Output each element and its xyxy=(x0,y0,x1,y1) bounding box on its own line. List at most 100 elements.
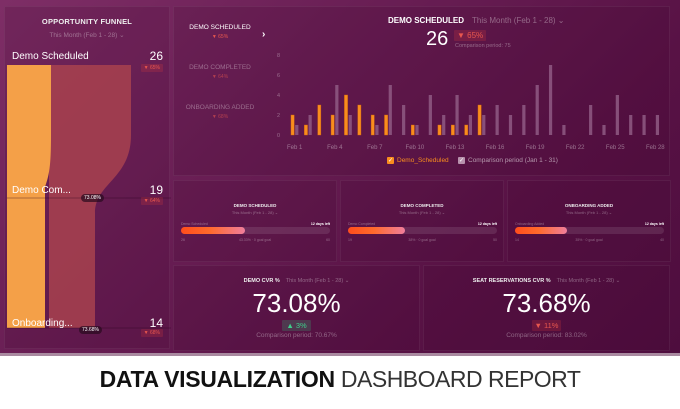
chart-title: DEMO SCHEDULED xyxy=(388,16,465,25)
chart-total-value: 26 xyxy=(426,28,449,50)
goal-status: 35% · 0 goal goal xyxy=(575,238,603,242)
goal-progress-bar xyxy=(515,227,664,234)
funnel-stage-value: 14 xyxy=(149,316,163,330)
bar-comparison xyxy=(642,115,646,135)
legend-item-comparison[interactable]: ✓ Comparison period (Jan 1 - 31) xyxy=(458,157,558,164)
bar-comparison xyxy=(522,105,526,135)
bar-comparison xyxy=(415,125,419,135)
goal-target: 40 xyxy=(660,238,664,242)
checkbox-checked-icon: ✓ xyxy=(387,157,394,164)
goal-name: Onboarding Added xyxy=(515,222,545,226)
metric-selector-onboarding-added[interactable]: ONBOARDING ADDED ▼ 68% xyxy=(180,104,260,120)
goal-days-left: 12 days left xyxy=(644,222,664,226)
date-range-dropdown[interactable]: This Month (Feb 1 - 28) ⌄ xyxy=(231,210,279,215)
goal-target: 50 xyxy=(493,238,497,242)
goal-days-left: 12 days left xyxy=(477,222,497,226)
goal-title: DEMO SCHEDULED xyxy=(233,203,277,208)
funnel-conversion-rate: 73.08% xyxy=(81,194,104,202)
goal-panel-onboarding-added: ONBOARDING ADDED This Month (Feb 1 - 28)… xyxy=(507,180,671,262)
funnel-stage-value: 26 xyxy=(149,49,163,63)
bar-comparison xyxy=(468,115,473,135)
date-range-dropdown[interactable]: This Month (Feb 1 - 28) ⌄ xyxy=(398,210,446,215)
x-tick-label: Feb 13 xyxy=(446,145,465,151)
goal-title: ONBOARDING ADDED xyxy=(564,203,614,208)
bar-comparison xyxy=(589,105,593,135)
date-range-dropdown[interactable]: This Month (Feb 1 - 28) ⌄ xyxy=(472,16,565,25)
bar-comparison xyxy=(455,95,459,135)
kpi-title: DEMO CVR % xyxy=(243,278,280,284)
bar-comparison xyxy=(602,125,606,135)
bar-demo-scheduled xyxy=(410,124,415,136)
bar-demo-scheduled xyxy=(290,114,295,136)
bar-comparison xyxy=(562,125,566,135)
kpi-panel-seat-reservations-cvr: SEAT RESERVATIONS CVR % This Month (Feb 1… xyxy=(423,265,670,351)
x-tick-label: Feb 22 xyxy=(566,145,585,151)
y-tick-label: 2 xyxy=(277,113,280,119)
metric-label: ONBOARDING ADDED xyxy=(185,104,255,111)
bar-comparison xyxy=(442,115,446,135)
legend-label: Demo_Scheduled xyxy=(397,157,449,164)
bar-demo-scheduled xyxy=(370,114,375,136)
goal-title: DEMO COMPLETED xyxy=(400,203,444,208)
bar-chart: 0 2 4 6 8 Feb 1 Feb 4 Feb 7 Feb 10 Feb 13 Feb 16 Fe… xyxy=(277,53,665,151)
funnel-title: OPPORTUNITY FUNNEL xyxy=(41,17,133,26)
chart-change-badge: ▼ 65% xyxy=(454,30,487,41)
funnel-stage-label: Onboarding... xyxy=(12,318,73,329)
goal-progress-fill xyxy=(515,227,568,234)
goal-status: 43.33% · 0 goal goal xyxy=(238,238,272,242)
metric-change: ▼ 68% xyxy=(211,114,229,120)
bar-comparison xyxy=(482,115,486,135)
bar-comparison xyxy=(495,105,499,135)
x-tick-label: Feb 7 xyxy=(367,145,383,151)
date-range-dropdown[interactable]: This Month (Feb 1 - 28) ⌄ xyxy=(556,278,621,284)
bar-demo-scheduled xyxy=(384,114,388,136)
dashboard: OPPORTUNITY FUNNEL This Month (Feb 1 - 2… xyxy=(0,0,680,356)
opportunity-funnel-panel: OPPORTUNITY FUNNEL This Month (Feb 1 - 2… xyxy=(4,6,171,349)
y-tick-label: 8 xyxy=(277,53,280,59)
kpi-panel-demo-cvr: DEMO CVR % This Month (Feb 1 - 28) ⌄ 73.0… xyxy=(173,265,420,351)
bar-comparison xyxy=(615,95,619,135)
bar-comparison xyxy=(388,85,392,135)
funnel-stage-value: 19 xyxy=(149,183,163,197)
bar-demo-scheduled xyxy=(317,104,322,136)
date-range-dropdown[interactable]: This Month (Feb 1 - 28) ⌄ xyxy=(49,32,125,39)
y-tick-label: 4 xyxy=(277,93,280,99)
funnel-stage-change: ▼ 65% xyxy=(140,64,163,72)
bar-comparison xyxy=(548,65,553,135)
bar-demo-scheduled xyxy=(451,124,455,136)
bar-comparison xyxy=(348,115,352,135)
x-tick-label: Feb 4 xyxy=(327,145,343,151)
goal-progress-bar xyxy=(348,227,497,234)
metric-selector-demo-scheduled[interactable]: DEMO SCHEDULED ▼ 65% xyxy=(180,24,260,40)
bar-demo-scheduled xyxy=(304,124,308,136)
goal-current: 14 xyxy=(515,238,519,242)
metric-label: DEMO SCHEDULED xyxy=(189,24,251,31)
goal-panel-demo-scheduled: DEMO SCHEDULED This Month (Feb 1 - 28) ⌄… xyxy=(173,180,337,262)
funnel-stage-change: ▼ 68% xyxy=(140,329,163,337)
footer-title-light: DASHBOARD REPORT xyxy=(340,366,581,392)
goal-status: 38% · 0 goal goal xyxy=(408,238,436,242)
metric-change: ▼ 65% xyxy=(211,34,229,40)
goal-progress-fill xyxy=(348,227,405,234)
bar-comparison xyxy=(402,105,406,135)
date-range-dropdown[interactable]: This Month (Feb 1 - 28) ⌄ xyxy=(285,278,350,284)
metric-change: ▼ 64% xyxy=(211,74,229,80)
legend-item-demo-scheduled[interactable]: ✓ Demo_Scheduled xyxy=(387,157,449,164)
funnel-stage-change: ▼ 64% xyxy=(140,197,163,205)
goal-target: 60 xyxy=(326,238,330,242)
goal-name: Demo Completed xyxy=(348,222,376,226)
metric-label: DEMO COMPLETED xyxy=(189,64,251,71)
bar-comparison xyxy=(295,125,299,135)
date-range-dropdown[interactable]: This Month (Feb 1 - 28) ⌄ xyxy=(565,210,613,215)
bar-demo-scheduled xyxy=(357,104,362,136)
bar-comparison xyxy=(375,125,379,135)
bar-comparison xyxy=(508,115,513,135)
metric-selector-demo-completed[interactable]: DEMO COMPLETED ▼ 64% xyxy=(180,64,260,80)
x-tick-label: Feb 19 xyxy=(526,145,545,151)
legend-label: Comparison period (Jan 1 - 31) xyxy=(468,157,558,164)
funnel-stage-label: Demo Scheduled xyxy=(12,51,89,62)
bar-demo-scheduled xyxy=(437,124,442,136)
bar-comparison xyxy=(535,85,539,135)
x-tick-label: Feb 25 xyxy=(606,145,625,151)
x-tick-label: Feb 16 xyxy=(486,145,505,151)
